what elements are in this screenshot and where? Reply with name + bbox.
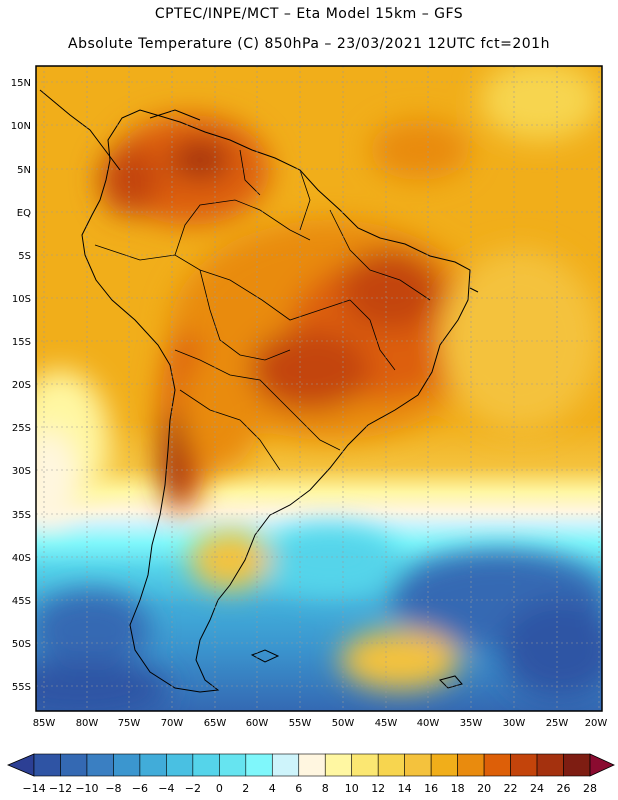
colorbar-cell [324,753,353,777]
temperature-field [36,66,602,711]
lon-label: 35W [460,718,483,729]
lat-label: 10N [11,121,31,132]
colorbar-cell [298,753,326,777]
colorbar-label: 28 [583,782,597,795]
colorbar-cell [351,753,379,777]
lon-label: 65W [204,718,227,729]
colorbar-cell [113,753,141,777]
colorbar-cell [536,753,564,777]
lat-label: EQ [17,208,31,219]
map-title-line2: Absolute Temperature (C) 850hPa – 23/03/… [68,36,550,52]
lon-label: 70W [161,718,184,729]
lat-label: 20S [12,380,31,391]
coastlines [39,89,479,693]
lat-label: 55S [12,682,31,693]
lon-label: 40W [417,718,440,729]
colorbar-label: 26 [557,782,571,795]
lon-label: 80W [76,718,99,729]
lat-label: 15S [12,337,31,348]
lat-label: 30S [12,466,31,477]
colorbar-label: −10 [75,782,98,795]
country-borders [94,149,431,471]
colorbar-cell [33,753,61,777]
lon-label: 55W [289,718,312,729]
colorbar-label: −12 [49,782,72,795]
colorbar-label: 2 [242,782,249,795]
colorbar-cell [86,753,114,777]
colorbar-label: 22 [504,782,518,795]
lat-axis: 15N 10N 5N EQ 5S 10S 15S 20S 25S 30S 35S… [11,78,31,693]
lat-label: 5S [18,251,31,262]
colorbar-cell [404,753,432,777]
colorbar-label: 6 [295,782,302,795]
map-frame [35,65,603,712]
colorbar-arrow-low [6,753,35,777]
colorbar-label: −2 [185,782,201,795]
lat-label: 50S [12,639,31,650]
lat-label: 10S [12,294,31,305]
colorbar-cell [166,753,194,777]
colorbar-label: 8 [322,782,329,795]
lon-label: 45W [375,718,398,729]
colorbar-label: 10 [345,782,359,795]
grid-lines [36,66,602,711]
colorbar-cell [457,753,485,777]
lat-label: 45S [12,596,31,607]
lat-label: 5N [17,165,31,176]
colorbar-label: 24 [530,782,544,795]
colorbar-cell [60,753,88,777]
colorbar-label: −8 [105,782,121,795]
colorbar-cell [271,753,300,777]
colorbar-label: 18 [451,782,465,795]
lon-label: 30W [503,718,526,729]
lon-label: 85W [33,718,56,729]
colorbar-cell [192,753,220,777]
colorbar-label: 4 [269,782,276,795]
lon-label: 75W [118,718,141,729]
lon-label: 25W [546,718,569,729]
colorbar-cell [510,753,538,777]
colorbar-label: 14 [398,782,412,795]
colorbar-cell [377,753,405,777]
colorbar-cell [430,753,458,777]
colorbar-cell [245,753,273,777]
colorbar-label: 16 [424,782,438,795]
colorbar-label: 12 [371,782,385,795]
colorbar-label: −14 [22,782,45,795]
colorbar-label: −4 [158,782,174,795]
lon-label: 20W [585,718,608,729]
colorbar-cell [563,753,591,777]
colorbar-cell [139,753,167,777]
colorbar-label: 20 [477,782,491,795]
colorbar: −14 −12 −10 −8 −6 −4 −2 0 2 4 6 8 10 12 14 16 18 20 22 24 26… [6,753,615,795]
colorbar-label: 0 [216,782,223,795]
lon-label: 50W [332,718,355,729]
lon-label: 60W [246,718,269,729]
lat-label: 25S [12,423,31,434]
colorbar-cell [219,753,247,777]
colorbar-arrow-high [589,753,615,777]
lat-label: 35S [12,510,31,521]
map-title-line1: CPTEC/INPE/MCT – Eta Model 15km – GFS [154,6,464,22]
colorbar-label: −6 [132,782,148,795]
colorbar-cell [483,753,511,777]
lat-label: 15N [11,78,31,89]
lat-label: 40S [12,553,31,564]
lon-axis: 85W 80W 75W 70W 65W 60W 55W 50W 45W 40W … [33,718,608,729]
